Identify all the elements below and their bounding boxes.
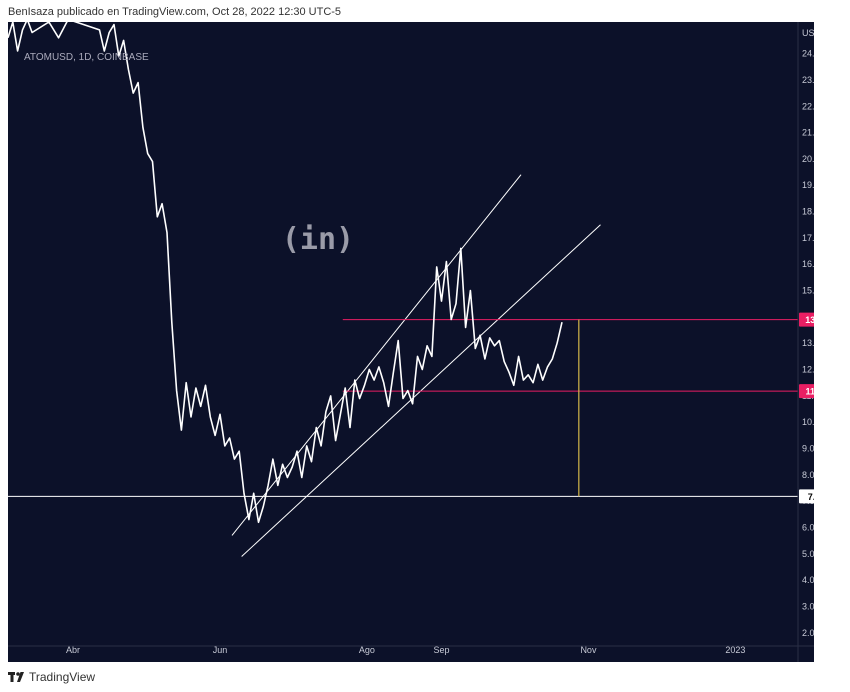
price-chart[interactable]: (in) USD2.0003.0004.0005.0006.0007.0008.… [8,22,814,662]
y-tick-label: 13.000 [802,338,814,348]
y-tick-label: 6.000 [802,523,814,533]
y-tick-label: 20.000 [802,154,814,164]
level-label-1: 13.896 [805,315,814,325]
time-axis-bg [8,646,798,662]
y-tick-label: 12.000 [802,365,814,375]
y-tick-label: 3.000 [802,602,814,612]
horizontal-levels [8,319,798,497]
y-tick-label: 18.000 [802,207,814,217]
y-tick-label: 9.000 [802,444,814,454]
x-tick-label: Ago [359,645,375,655]
x-tick-label: Nov [580,645,597,655]
currency-label: USD [802,28,814,38]
tradingview-brand: TradingView [29,670,96,684]
watermark-logo: (in) [282,222,354,257]
x-tick-label: 2023 [725,645,745,655]
y-tick-label: 2.000 [802,628,814,638]
price-line [8,22,563,524]
x-tick-label: Abr [66,645,80,655]
y-tick-label: 10.000 [802,417,814,427]
trendline-2 [241,224,601,557]
symbol-info: ATOMUSD, 1D, COINBASE [24,52,149,63]
y-tick-label: 16.000 [802,259,814,269]
y-tick-label: 4.000 [802,575,814,585]
trendline-1 [231,174,522,536]
x-tick-label: Jun [213,645,228,655]
attribution-header: BenIsaza publicado en TradingView.com, O… [8,6,342,18]
price-axis[interactable] [8,22,814,662]
level-label-bg-3 [799,489,814,504]
y-tick-label: 15.000 [802,286,814,296]
x-tick-label: Sep [434,645,450,655]
y-tick-label: 19.000 [802,180,814,190]
chart-area[interactable]: (in) USD2.0003.0004.0005.0006.0007.0008.… [8,22,814,662]
watermark-text: (in) [282,222,354,257]
y-tick-label: 24.000 [802,49,814,59]
x-tick-labels: Abr Jun Ago Sep Nov 2023 [66,645,745,655]
y-tick-label: 21.000 [802,128,814,138]
y-tick-label: 22.000 [802,101,814,111]
y-tick-label: 17.000 [802,233,814,243]
level-label-bg-2 [799,384,814,399]
level-label-bg-1 [799,312,814,327]
y-tick-label: 5.000 [802,549,814,559]
price-series [8,22,563,524]
level-label-2: 11.178 [805,387,814,397]
y-tick-label: 8.000 [802,470,814,480]
level-price-labels: 13.896 11.178 7.183 [799,312,814,504]
y-tick-label: 23.000 [802,75,814,85]
y-tick-labels: USD2.0003.0004.0005.0006.0007.0008.0009.… [802,28,814,638]
tradingview-footer: TradingView [8,668,95,686]
level-label-3: 7.183 [808,492,814,502]
tradingview-logo-icon [8,672,24,682]
